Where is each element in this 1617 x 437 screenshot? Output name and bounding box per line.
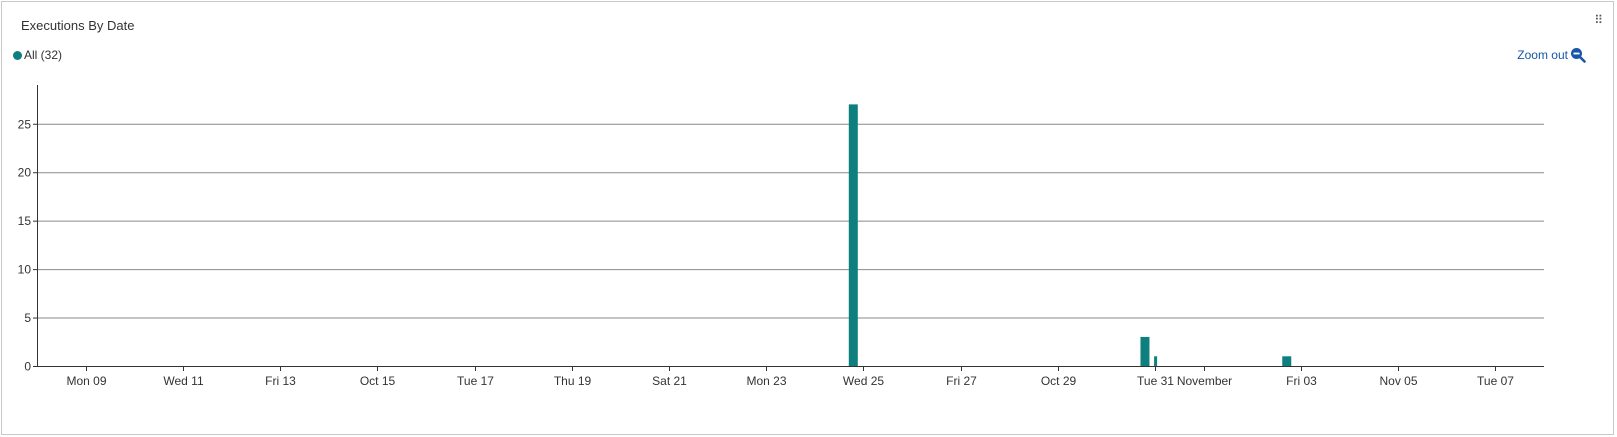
y-tick-label: 15 — [18, 214, 32, 228]
x-tick-label: Thu 19 — [554, 374, 592, 388]
x-tick-label: Tue 17 — [457, 374, 494, 388]
y-tick-label: 25 — [18, 117, 32, 131]
x-tick-label: Fri 03 — [1286, 374, 1317, 388]
zoom-out-button[interactable]: Zoom out — [1517, 47, 1586, 63]
legend-dot — [13, 50, 22, 60]
x-tick-label: Fri 27 — [946, 374, 977, 388]
bar[interactable] — [1282, 356, 1292, 366]
y-axis-ticks: 0 5 10 15 20 25 — [18, 117, 37, 374]
x-tick-label: Fri 13 — [265, 374, 296, 388]
panel-title: Executions By Date — [21, 18, 135, 33]
x-tick-label: Wed 11 — [163, 374, 204, 388]
y-tick-label: 0 — [24, 360, 31, 374]
x-tick-label: Tue 07 — [1477, 374, 1514, 388]
x-tick-label: Sat 21 — [652, 374, 687, 388]
x-tick-label: Oct 15 — [360, 374, 396, 388]
x-tick-label: Mon 23 — [746, 374, 786, 388]
bar[interactable] — [1140, 336, 1150, 366]
grid-lines — [37, 123, 1544, 319]
bar[interactable] — [848, 104, 858, 367]
y-tick-label: 5 — [24, 311, 31, 325]
x-tick-label: Oct 29 — [1041, 374, 1077, 388]
drag-handle-icon[interactable]: ⠿ — [1594, 13, 1603, 27]
x-tick-label: Wed 25 — [843, 374, 884, 388]
legend-item-all[interactable]: All (32) — [13, 48, 62, 62]
legend-label: All (32) — [24, 48, 63, 62]
zoom-out-label: Zoom out — [1517, 48, 1568, 62]
x-tick-label: Tue 31 — [1137, 374, 1174, 388]
bars — [848, 104, 1292, 367]
x-axis-ticks: Mon 09 Wed 11 Fri 13 Oct 15 Tue 17 Thu 19 Sat … — [66, 366, 1514, 388]
y-tick-label: 20 — [18, 166, 32, 180]
zoom-out-icon — [1571, 48, 1586, 63]
y-tick-label: 10 — [18, 263, 32, 277]
x-tick-label: Mon 09 — [66, 374, 106, 388]
x-tick-label: Nov 05 — [1379, 374, 1417, 388]
x-tick-label: November — [1177, 374, 1232, 388]
bar[interactable] — [1154, 356, 1158, 366]
